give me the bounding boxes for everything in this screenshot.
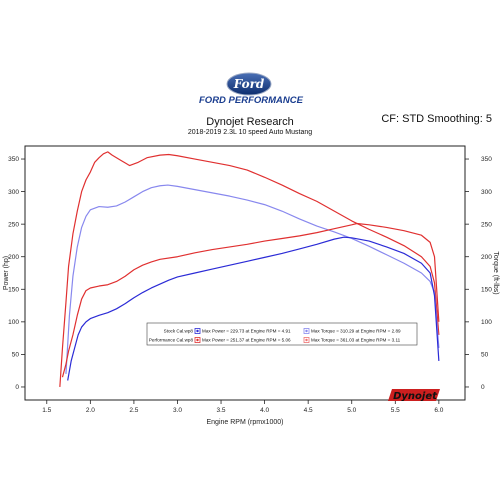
- legend-file-name: Stock Cal.wp8: [164, 329, 194, 334]
- stock-torque-line: [65, 184, 440, 374]
- y-right-axis-label: Torque (ft-lbs): [492, 251, 499, 294]
- dynojet-watermark-logo: Dynojet: [388, 387, 444, 403]
- y-left-tick-label: 50: [12, 352, 20, 359]
- x-tick-label: 4.5: [304, 407, 313, 414]
- y-left-tick-label: 350: [8, 156, 19, 163]
- ford-performance-tagline: FORD PERFORMANCE: [199, 95, 304, 106]
- legend-power-text: Max Power = 251.37 at Engine RPM = 5.06: [202, 338, 291, 343]
- legend-torque-marker: [305, 329, 308, 333]
- performance-torque-line: [59, 151, 440, 388]
- performance-power-line: [61, 222, 440, 378]
- x-tick-label: 2.0: [86, 407, 95, 414]
- x-tick-label: 3.0: [173, 407, 182, 414]
- y-right-tick-label: 50: [481, 352, 489, 359]
- legend-torque-marker: [305, 338, 308, 342]
- plot-frame: [24, 145, 466, 401]
- stock-power-line: [67, 236, 440, 381]
- x-tick-label: 3.5: [217, 407, 226, 414]
- y-right-tick-label: 0: [481, 384, 485, 391]
- x-tick-label: 1.5: [42, 407, 51, 414]
- y-right-tick-label: 250: [481, 221, 492, 228]
- ford-performance-logo: Ford FORD PERFORMANCE: [0, 70, 500, 118]
- legend-file-name: Performance Cal.wp8: [149, 338, 194, 343]
- legend-power-marker: [196, 338, 199, 342]
- dyno-chart: 1.5 2.0 2.5 3.0 3.5 4.0 4.5 5.0 5.5 6.0 0 50 100 150 2…: [3, 145, 499, 426]
- chart-title: Dynojet Research: [206, 116, 294, 128]
- dynojet-watermark-text: Dynojet: [393, 391, 438, 402]
- x-tick-label: 5.5: [391, 407, 400, 414]
- x-tick-label: 4.0: [260, 407, 269, 414]
- y-right-tick-label: 100: [481, 319, 492, 326]
- y-left-tick-label: 100: [8, 319, 19, 326]
- x-axis-label: Engine RPM (rpmx1000): [206, 419, 283, 426]
- legend-power-marker: [196, 329, 199, 333]
- chart-subtitle: 2018-2019 2.3L 10 speed Auto Mustang: [187, 129, 313, 136]
- legend-box: [146, 322, 418, 346]
- cf-smoothing-label: CF: STD Smoothing: 5: [381, 113, 492, 125]
- y-left-tick-label: 300: [8, 189, 19, 196]
- legend-power-text: Max Power = 229.73 at Engine RPM = 4.91: [202, 329, 291, 334]
- y-left-axis-label: Power (hp): [3, 256, 10, 290]
- y-left-tick-label: 250: [8, 221, 19, 228]
- legend-torque-text: Max Torque = 310.29 at Engine RPM = 2.89: [311, 329, 401, 334]
- y-right-tick-label: 300: [481, 189, 492, 196]
- ford-oval-icon: [226, 72, 272, 96]
- y-left-tick-label: 200: [8, 254, 19, 261]
- x-tick-label: 6.0: [434, 407, 443, 414]
- y-right-tick-label: 350: [481, 156, 492, 163]
- x-tick-label: 5.0: [347, 407, 356, 414]
- y-left-tick-label: 0: [15, 384, 19, 391]
- y-left-tick-label: 150: [8, 286, 19, 293]
- y-right-tick-label: 150: [481, 286, 492, 293]
- ford-brand-text: Ford: [233, 77, 265, 91]
- y-right-tick-label: 200: [481, 254, 492, 261]
- legend-torque-text: Max Torque = 361.03 at Engine RPM = 3.11: [311, 338, 401, 343]
- x-tick-label: 2.5: [129, 407, 138, 414]
- chart-title-block: Dynojet Research 2018-2019 2.3L 10 speed…: [0, 116, 500, 136]
